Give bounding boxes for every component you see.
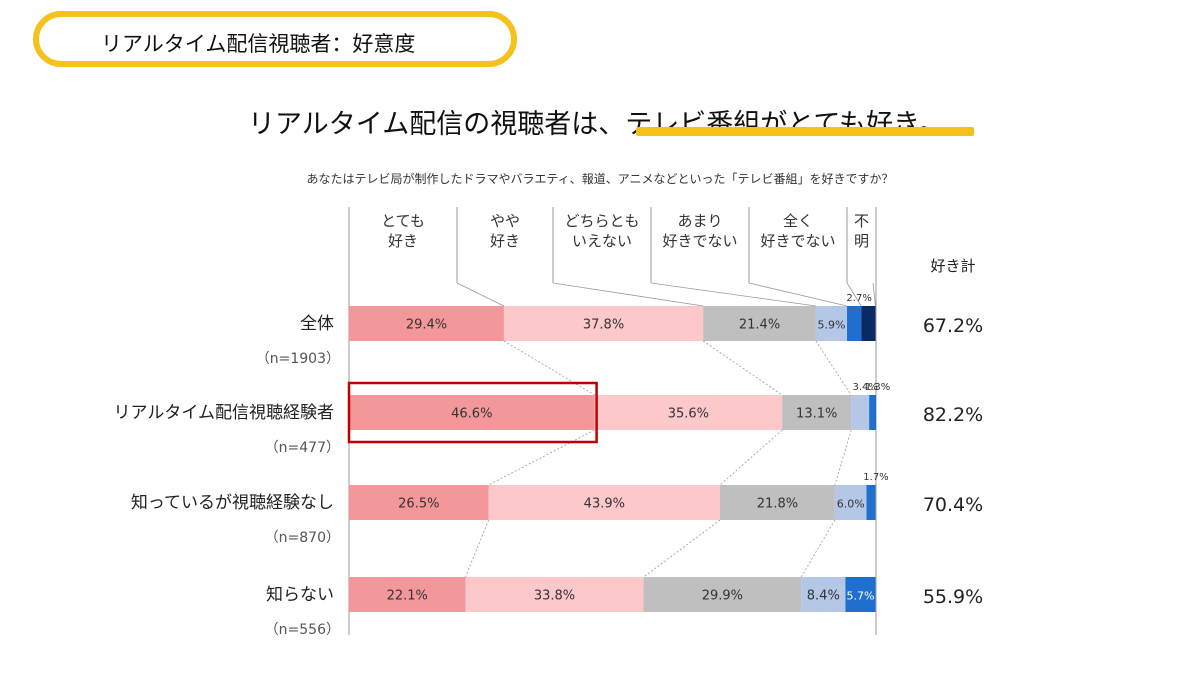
bar-segment xyxy=(866,485,876,520)
data-label: 1.3% xyxy=(865,382,890,393)
data-label: 37.8% xyxy=(583,318,624,333)
bar-segment xyxy=(488,485,721,520)
series-connector xyxy=(815,340,852,396)
bar-segment xyxy=(349,395,595,430)
legend-label: 不明 xyxy=(854,212,869,250)
data-label: 3.4% xyxy=(852,382,877,393)
data-label: 26.5% xyxy=(398,497,439,512)
total-value: 67.2% xyxy=(923,315,983,337)
legend-pointer xyxy=(748,282,848,307)
series-connector xyxy=(465,519,490,578)
data-label: 29.4% xyxy=(406,318,447,333)
legend-label: やや好き xyxy=(490,212,520,250)
data-label: 5.9% xyxy=(817,319,845,332)
sample-size: （n=1903） xyxy=(256,351,340,367)
bar-segment xyxy=(703,306,816,341)
total-header: 好き計 xyxy=(930,257,975,275)
bar-segment xyxy=(869,395,876,430)
data-label: 46.6% xyxy=(451,407,492,422)
series-connector xyxy=(834,429,852,486)
highlight-box xyxy=(347,381,598,444)
bar-segment xyxy=(643,577,802,612)
legend-pointer xyxy=(456,282,505,307)
data-label: 33.8% xyxy=(534,589,575,604)
legend-label: とても好き xyxy=(381,212,425,250)
bar-segment xyxy=(845,577,876,612)
data-label: 43.9% xyxy=(584,497,625,512)
bar-segment xyxy=(349,577,466,612)
legend-pointer xyxy=(650,282,816,307)
data-label: 29.9% xyxy=(702,589,743,604)
data-label: 1.7% xyxy=(863,472,888,483)
bar-segment xyxy=(465,577,644,612)
series-connector xyxy=(702,340,783,396)
data-label: 5.7% xyxy=(846,590,874,603)
bar-segment xyxy=(861,306,876,341)
bar-segment xyxy=(801,577,846,612)
category-label: リアルタイム配信視聴経験者 xyxy=(114,403,335,423)
bar-segment xyxy=(720,485,835,520)
series-connector xyxy=(719,429,783,486)
bar-segment xyxy=(349,306,504,341)
sample-size: （n=477） xyxy=(265,440,340,456)
data-label: 35.6% xyxy=(668,407,709,422)
series-connector xyxy=(488,429,595,486)
sample-size: （n=870） xyxy=(265,530,340,546)
data-label: 22.1% xyxy=(387,589,428,604)
legend-pointer xyxy=(552,282,704,307)
section-badge: リアルタイム配信視聴者：好意度 xyxy=(33,11,517,67)
bar-segment xyxy=(349,485,489,520)
data-label: 21.4% xyxy=(739,318,780,333)
category-label: 全体 xyxy=(300,314,334,334)
survey-question: あなたはテレビ局が制作したドラマやバラエティ、報道、アニメなどといった「テレビ番… xyxy=(306,172,894,186)
legend-label: あまり好きでない xyxy=(662,212,737,250)
headline-underline xyxy=(636,127,974,136)
section-title: リアルタイム配信視聴者：好意度 xyxy=(101,32,416,56)
category-label: 知らない xyxy=(266,585,334,605)
legend-pointer xyxy=(872,282,876,307)
legend-pointer xyxy=(846,282,862,307)
bar-segment xyxy=(594,395,783,430)
legend-label: どちらともいえない xyxy=(564,212,639,250)
data-label: 13.1% xyxy=(796,407,837,422)
bar-segment xyxy=(782,395,852,430)
series-connector xyxy=(643,519,721,578)
bar-segment xyxy=(851,395,870,430)
bar-segment xyxy=(834,485,867,520)
total-value: 82.2% xyxy=(923,404,983,426)
total-value: 55.9% xyxy=(923,586,983,608)
bar-segment xyxy=(815,306,848,341)
data-label: 8.4% xyxy=(807,589,840,604)
legend-label: 全く好きでない xyxy=(760,212,835,250)
data-label: 2.7% xyxy=(846,293,871,304)
data-label: 6.0% xyxy=(837,498,865,511)
bar-segment xyxy=(503,306,704,341)
category-label: 知っているが視聴経験なし xyxy=(131,493,334,513)
series-connector xyxy=(503,340,595,396)
sample-size: （n=556） xyxy=(265,622,340,638)
series-connector xyxy=(800,519,836,578)
data-label: 21.8% xyxy=(757,497,798,512)
bar-segment xyxy=(847,306,862,341)
total-value: 70.4% xyxy=(923,494,983,516)
